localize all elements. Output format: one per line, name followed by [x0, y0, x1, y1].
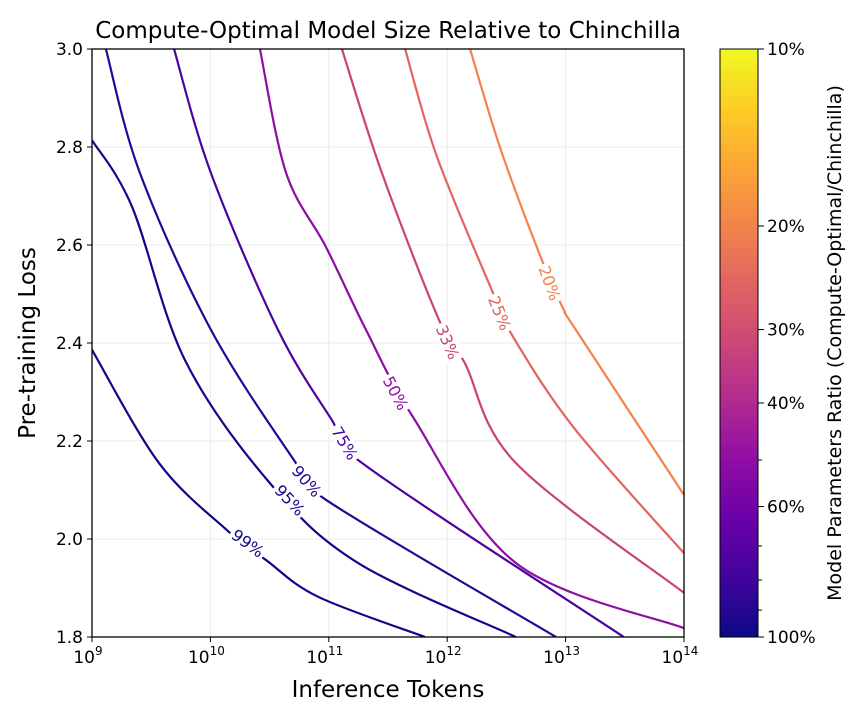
colorbar: [719, 48, 759, 638]
colorbar-tick-label: 10%: [767, 40, 805, 60]
contour-label-text: 20%: [535, 263, 565, 303]
x-tick-label: 1013: [543, 644, 580, 668]
contour-label-75: 75%: [326, 421, 364, 465]
contour-line-75: [172, 49, 625, 637]
y-tick-label: 2.4: [56, 334, 83, 354]
colorbar-tick-label: 30%: [767, 321, 805, 341]
colorbar-tick-label: 60%: [767, 498, 805, 518]
y-tick-label: 2.0: [56, 530, 83, 550]
contour-line-50: [258, 49, 684, 630]
contour-label-25: 25%: [484, 291, 516, 335]
colorbar-ticks: 10% 20% 30% 40% 60% 100%: [758, 40, 816, 648]
contour-label-gap: [484, 291, 516, 335]
contour-label-text: 33%: [432, 322, 463, 362]
y-tick-label: 2.2: [56, 432, 83, 452]
x-tick-label: 1012: [425, 644, 462, 668]
x-tick-label: 109: [73, 644, 102, 668]
y-tick-label: 1.8: [56, 628, 83, 648]
contour-label-33: 33%: [431, 320, 465, 364]
contour-line-95: [92, 139, 517, 637]
x-axis-label: Inference Tokens: [292, 677, 485, 703]
contour-label-gap: [269, 479, 311, 521]
y-tick-label: 2.6: [56, 236, 83, 256]
x-axis: 109 1010 1011 1012 1013 1014: [73, 637, 698, 668]
colorbar-tick-label: 100%: [767, 628, 816, 648]
y-axis-label: Pre-training Loss: [15, 247, 41, 439]
contour-label-50: 50%: [378, 371, 414, 415]
contour-labels: 99%95%90%75%50%33%25%20%: [226, 261, 566, 563]
x-tick-label: 1011: [306, 644, 343, 668]
colorbar-tick-label: 20%: [767, 217, 805, 237]
colorbar-label: Model Parameters Ratio (Compute-Optimal/…: [824, 85, 846, 601]
contour-label-text: 25%: [484, 293, 515, 333]
y-axis: 1.8 2.0 2.2 2.4 2.6 2.8 3.0: [56, 40, 92, 648]
grid: [91, 48, 685, 638]
contour-label-gap: [431, 320, 465, 364]
x-tick-label: 1010: [188, 644, 225, 668]
chart-title: Compute-Optimal Model Size Relative to C…: [95, 18, 681, 44]
contour-line-20: [469, 49, 684, 496]
contour-line-90: [104, 49, 557, 637]
x-tick-label: 1014: [662, 644, 699, 668]
contour-line-99: [92, 349, 426, 637]
contour-label-gap: [534, 261, 566, 305]
colorbar-tick-label: 40%: [767, 394, 805, 414]
contour-label-gap: [326, 421, 364, 465]
y-tick-label: 2.8: [56, 138, 83, 158]
contour-label-20: 20%: [534, 261, 566, 305]
contour-label-gap: [287, 460, 327, 502]
contour-label-gap: [378, 371, 414, 415]
contour-label-gap: [226, 523, 270, 563]
y-tick-label: 3.0: [56, 40, 83, 60]
